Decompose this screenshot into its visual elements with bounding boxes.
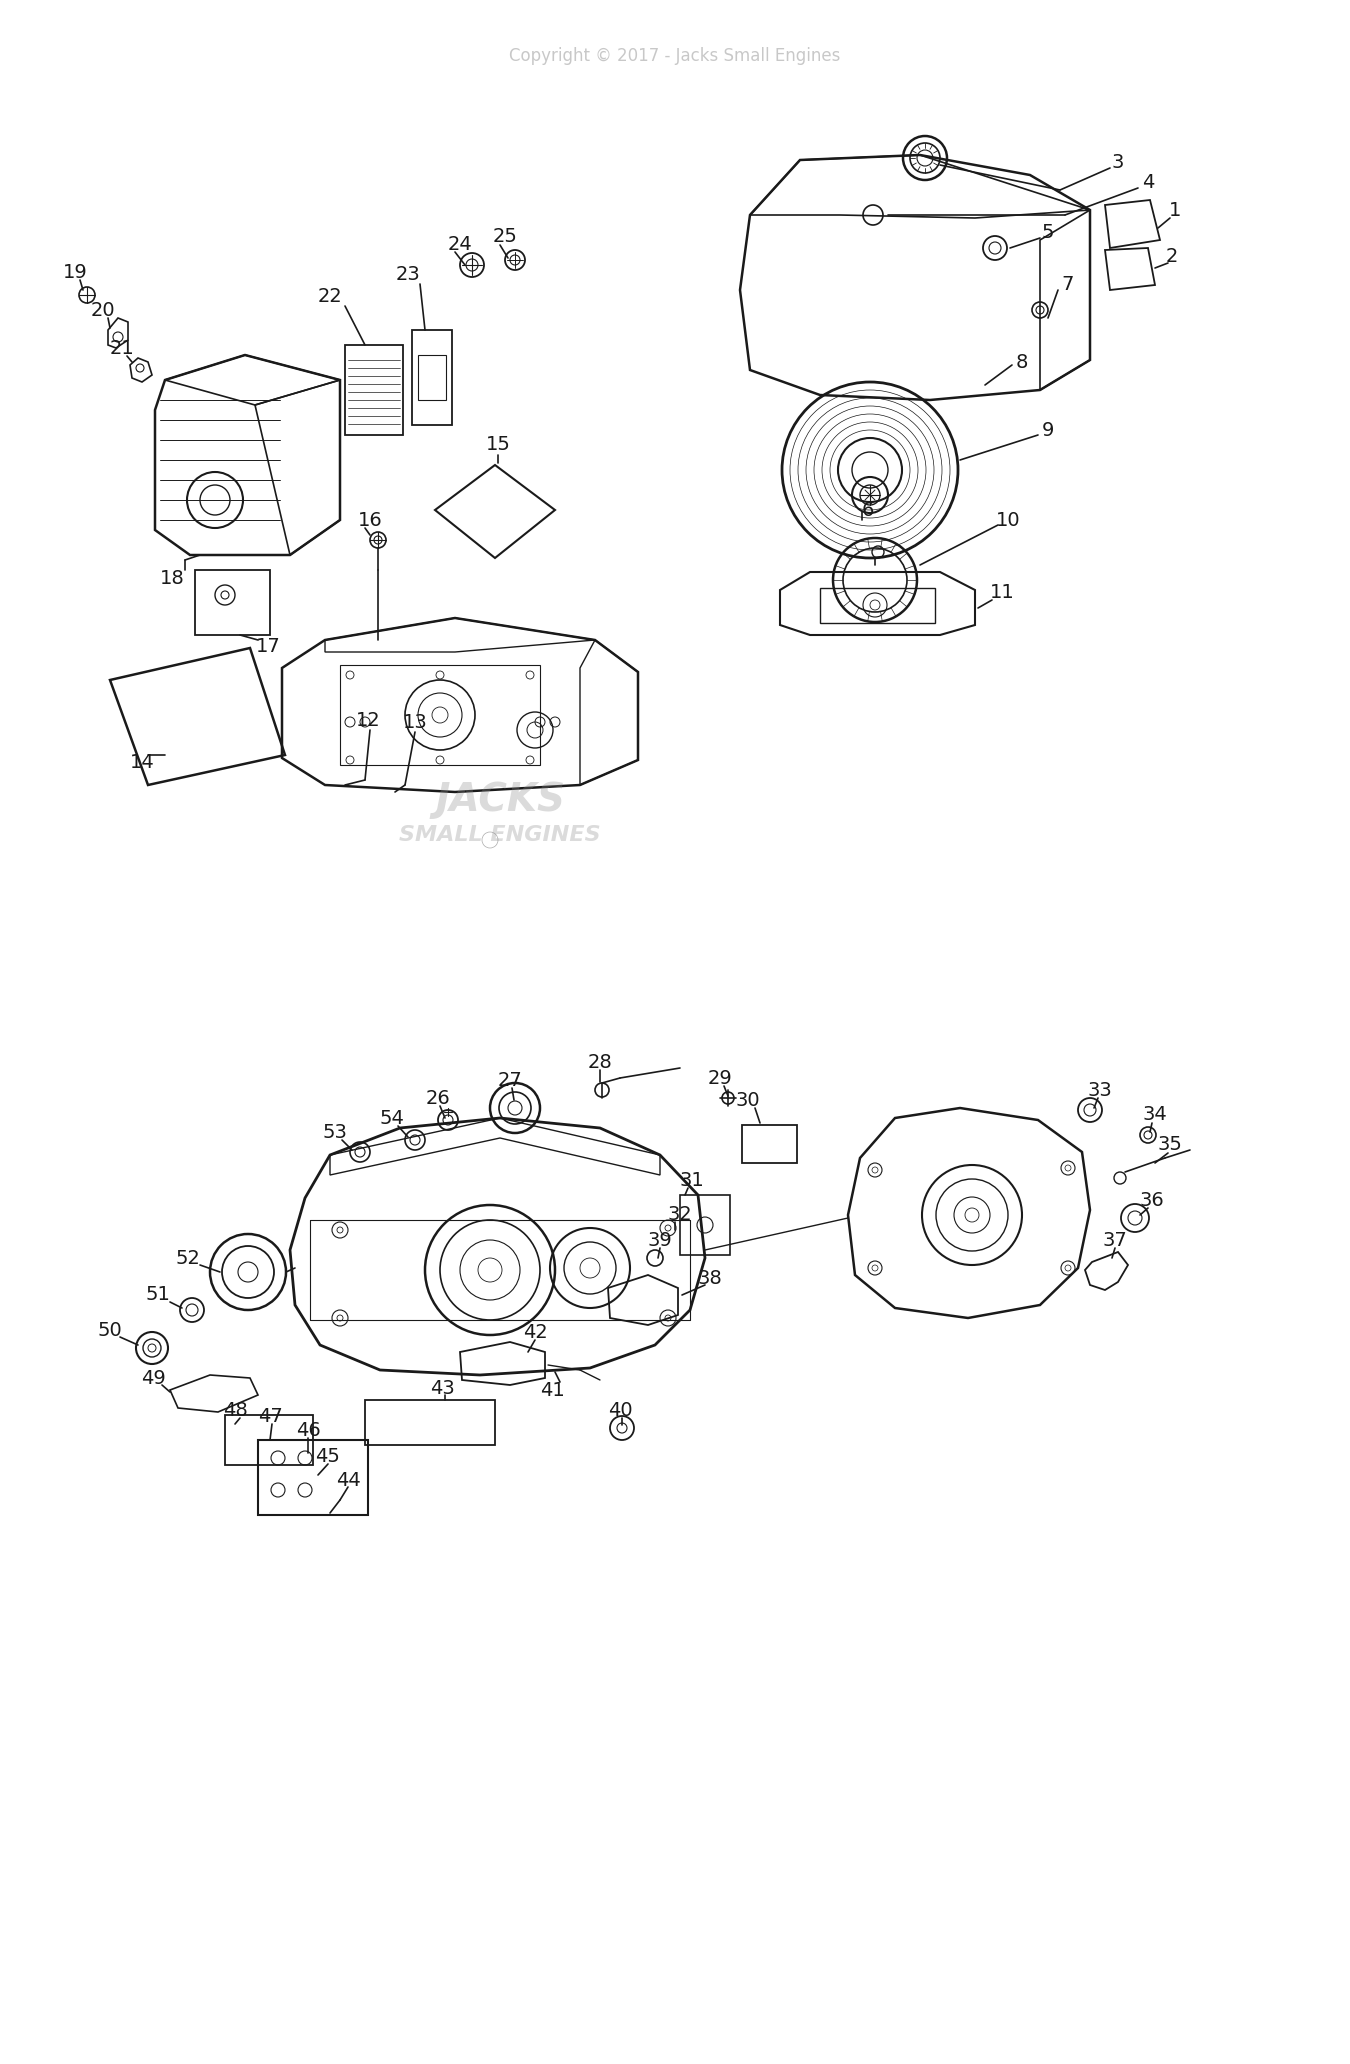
Text: 18: 18: [159, 568, 185, 588]
Text: 33: 33: [1088, 1079, 1112, 1100]
Text: 7: 7: [1062, 275, 1075, 295]
Bar: [346, 345, 404, 436]
Bar: [743, 1125, 796, 1162]
Text: 50: 50: [97, 1321, 123, 1340]
Text: 41: 41: [540, 1381, 564, 1399]
Text: 31: 31: [679, 1170, 705, 1189]
Bar: [412, 330, 452, 425]
Bar: [418, 355, 446, 400]
Text: 49: 49: [140, 1368, 165, 1387]
Text: 37: 37: [1103, 1230, 1127, 1249]
Text: Copyright © 2017 - Jacks Small Engines: Copyright © 2017 - Jacks Small Engines: [509, 47, 841, 64]
Text: 5: 5: [1042, 223, 1054, 241]
Text: 36: 36: [1139, 1191, 1164, 1210]
Text: 46: 46: [296, 1420, 320, 1439]
Text: 12: 12: [355, 710, 381, 729]
Bar: [364, 1399, 495, 1445]
Text: 28: 28: [587, 1053, 613, 1071]
Text: 17: 17: [255, 638, 281, 656]
Text: 30: 30: [736, 1090, 760, 1110]
Text: 32: 32: [668, 1205, 693, 1224]
Text: 15: 15: [486, 436, 510, 454]
Text: 47: 47: [258, 1408, 282, 1426]
Text: 43: 43: [429, 1379, 455, 1397]
Text: 1: 1: [1169, 200, 1181, 219]
Text: 52: 52: [176, 1249, 200, 1267]
Text: 21: 21: [109, 338, 135, 357]
Text: 38: 38: [698, 1269, 722, 1288]
Text: 35: 35: [1157, 1135, 1183, 1154]
Text: 10: 10: [996, 510, 1021, 530]
Text: 2: 2: [1166, 248, 1179, 266]
Text: 8: 8: [1015, 353, 1029, 372]
Text: 6: 6: [861, 499, 875, 520]
Text: 9: 9: [1042, 421, 1054, 440]
Text: 27: 27: [498, 1071, 522, 1090]
Text: 24: 24: [448, 235, 472, 254]
Bar: [340, 665, 540, 766]
Text: 16: 16: [358, 510, 382, 530]
Text: JACKS: JACKS: [435, 780, 566, 819]
Bar: [225, 1416, 313, 1465]
Text: 25: 25: [493, 227, 517, 246]
Text: 22: 22: [317, 287, 343, 305]
Text: 53: 53: [323, 1123, 347, 1143]
Text: 40: 40: [608, 1401, 632, 1420]
Text: 11: 11: [990, 584, 1014, 603]
Text: 3: 3: [1112, 153, 1125, 171]
Bar: [680, 1195, 730, 1255]
Text: 14: 14: [130, 753, 154, 772]
Text: 4: 4: [1142, 173, 1154, 192]
Text: 19: 19: [62, 262, 88, 281]
Bar: [819, 588, 936, 623]
Text: 44: 44: [336, 1470, 360, 1490]
Text: 26: 26: [425, 1088, 451, 1108]
Text: 54: 54: [379, 1108, 405, 1127]
Text: 48: 48: [223, 1401, 247, 1420]
Text: SMALL ENGINES: SMALL ENGINES: [400, 826, 601, 844]
Text: 29: 29: [707, 1069, 732, 1088]
Bar: [258, 1441, 369, 1515]
Text: 13: 13: [402, 714, 428, 733]
Text: 39: 39: [648, 1230, 672, 1249]
Text: 23: 23: [396, 266, 420, 285]
Text: 20: 20: [90, 301, 115, 320]
Text: 45: 45: [316, 1447, 340, 1465]
Text: 34: 34: [1142, 1106, 1168, 1125]
Text: 42: 42: [522, 1323, 547, 1342]
Text: 51: 51: [146, 1286, 170, 1304]
